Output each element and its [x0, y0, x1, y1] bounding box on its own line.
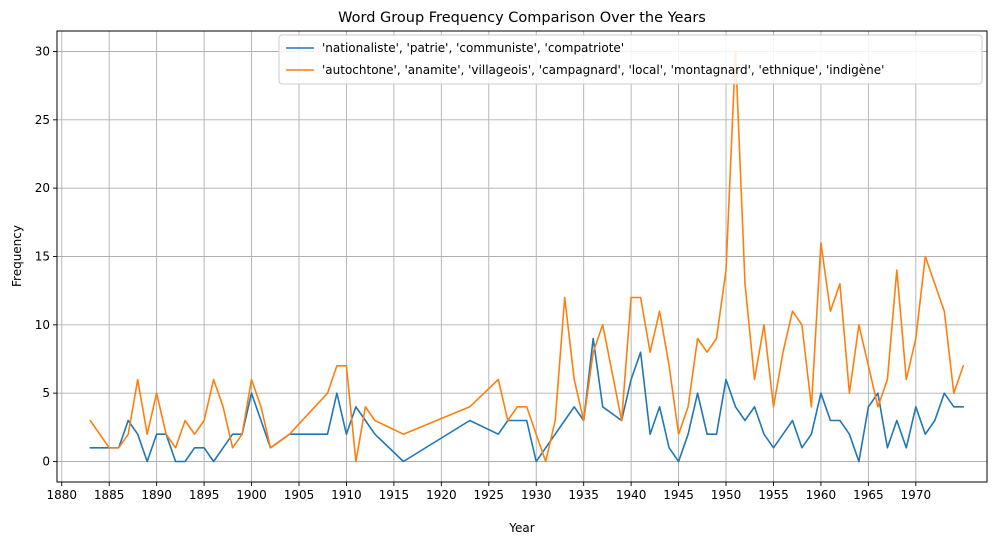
y-tick-label: 5 — [42, 386, 50, 400]
x-tick-label: 1955 — [758, 488, 789, 502]
axis-ticks: 1880 1885 1890 1895 1900 1905 1910 1915 1920 1925… — [35, 45, 931, 503]
x-tick-label: 1915 — [379, 488, 410, 502]
x-tick-label: 1965 — [853, 488, 884, 502]
x-tick-label: 1900 — [236, 488, 267, 502]
x-tick-label: 1880 — [46, 488, 77, 502]
x-tick-label: 1960 — [806, 488, 837, 502]
y-axis-label: Frequency — [10, 225, 24, 287]
grid — [57, 31, 987, 482]
legend-label-autochtone: 'autochtone', 'anamite', 'villageois', '… — [322, 63, 884, 77]
x-tick-label: 1895 — [189, 488, 220, 502]
series-line-autochtone — [89, 50, 965, 463]
legend: 'nationaliste', 'patrie', 'communiste', … — [278, 34, 983, 85]
x-tick-label: 1905 — [284, 488, 315, 502]
x-tick-label: 1950 — [711, 488, 742, 502]
x-tick-label: 1925 — [474, 488, 505, 502]
y-tick-label: 0 — [42, 455, 50, 469]
chart-title: Word Group Frequency Comparison Over the… — [338, 10, 706, 26]
y-tick-label: 25 — [35, 113, 50, 127]
x-tick-label: 1945 — [663, 488, 694, 502]
x-tick-label: 1920 — [426, 488, 457, 502]
x-tick-label: 1970 — [901, 488, 932, 502]
x-tick-label: 1930 — [521, 488, 552, 502]
x-tick-label: 1885 — [94, 488, 125, 502]
series-line-nationaliste — [89, 337, 965, 463]
x-axis-label: Year — [508, 521, 534, 535]
legend-box — [278, 34, 983, 85]
y-tick-label: 20 — [35, 181, 50, 195]
x-tick-label: 1935 — [568, 488, 599, 502]
series-lines — [89, 50, 965, 463]
x-tick-label: 1910 — [331, 488, 362, 502]
y-tick-label: 30 — [35, 45, 50, 59]
legend-label-nationaliste: 'nationaliste', 'patrie', 'communiste', … — [322, 41, 624, 55]
y-tick-label: 15 — [35, 250, 50, 264]
y-tick-label: 10 — [35, 318, 50, 332]
x-tick-label: 1940 — [616, 488, 647, 502]
x-tick-label: 1890 — [141, 488, 172, 502]
